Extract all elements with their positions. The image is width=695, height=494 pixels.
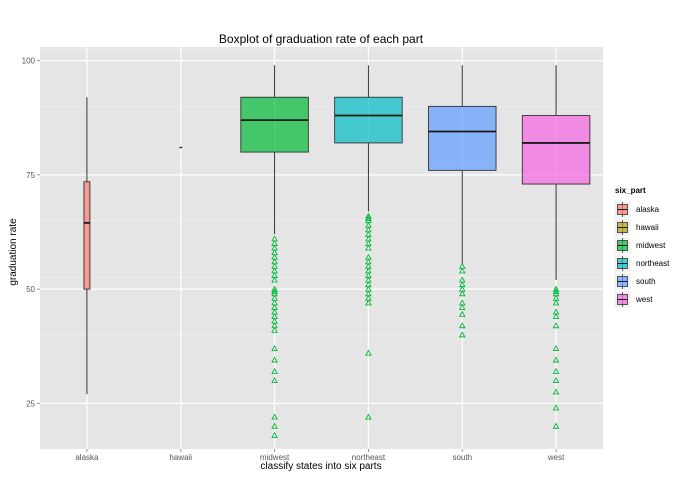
legend-label-northeast: northeast: [636, 259, 670, 268]
x-tick-label: west: [547, 453, 565, 462]
box-alaska: [83, 97, 91, 395]
legend-item-midwest: midwest: [613, 236, 666, 255]
outlier-point: [271, 367, 278, 374]
y-axis-title: graduation rate: [8, 218, 19, 286]
legend-label-hawaii: hawaii: [636, 223, 659, 232]
x-tick-label: hawaii: [169, 453, 192, 462]
legend-item-south: south: [613, 272, 656, 291]
box-midwest: [240, 65, 309, 438]
chart-title: Boxplot of graduation rate of each part: [219, 32, 424, 46]
outlier-point: [552, 422, 560, 429]
y-tick-label: 100: [22, 57, 36, 66]
outlier-point: [271, 344, 278, 352]
legend-item-hawaii: hawaii: [613, 218, 659, 237]
box-northeast: [334, 65, 403, 420]
y-tick-label: 25: [26, 399, 35, 408]
y-tick-label: 50: [26, 285, 35, 294]
outlier-point: [365, 349, 372, 356]
outlier-point: [271, 422, 278, 429]
legend: six_part alaska hawaii midwest northeast sou…: [613, 186, 670, 309]
legend-label-south: south: [636, 277, 656, 286]
x-tick-label: northeast: [352, 453, 386, 462]
outlier-point: [271, 356, 278, 363]
outlier-point: [271, 326, 278, 333]
outlier-point: [552, 312, 560, 320]
iqr-box: [240, 96, 309, 153]
plot-panel-background: [40, 47, 603, 449]
x-tick-label: alaska: [75, 453, 99, 462]
outlier-point: [458, 310, 466, 317]
legend-title: six_part: [615, 186, 646, 195]
plot-area: 25 50 75 100 alaska hawaii midwest northeast sou…: [22, 47, 603, 462]
outlier-point: [552, 322, 560, 329]
outlier-point: [271, 431, 278, 438]
box-south: [428, 65, 497, 338]
outlier-point: [552, 287, 560, 294]
x-axis-title: classify states into six parts: [260, 461, 381, 472]
legend-label-west: west: [635, 295, 653, 304]
iqr-box: [428, 105, 497, 171]
outlier-point: [458, 322, 466, 329]
outlier-point: [271, 413, 278, 420]
iqr-box: [521, 115, 591, 185]
outlier-point: [365, 214, 372, 221]
outlier-point: [365, 244, 372, 251]
outlier-point: [365, 413, 372, 420]
outlier-point: [552, 388, 560, 395]
legend-item-northeast: northeast: [613, 254, 670, 273]
outlier-point: [365, 299, 372, 306]
outlier-point: [271, 376, 278, 384]
outlier-point: [552, 344, 560, 352]
outlier-point: [458, 267, 466, 274]
legend-label-midwest: midwest: [636, 241, 666, 250]
outlier-point: [552, 299, 560, 306]
iqr-box: [334, 96, 403, 144]
box-west: [521, 65, 591, 429]
legend-item-alaska: alaska: [613, 200, 660, 219]
iqr-box: [83, 181, 91, 290]
outlier-point: [458, 290, 466, 297]
outlier-point: [271, 276, 278, 283]
outlier-point: [552, 404, 560, 411]
outlier-point: [552, 356, 560, 363]
y-tick-label: 75: [26, 171, 35, 180]
x-tick-label: south: [452, 453, 472, 462]
outlier-point: [458, 331, 466, 338]
legend-item-west: west: [613, 290, 653, 309]
legend-label-alaska: alaska: [636, 205, 660, 214]
outlier-point: [271, 287, 278, 294]
x-tick-label: midwest: [260, 453, 290, 462]
outlier-point: [458, 303, 466, 310]
outlier-point: [552, 367, 560, 374]
outlier-point: [552, 376, 560, 384]
